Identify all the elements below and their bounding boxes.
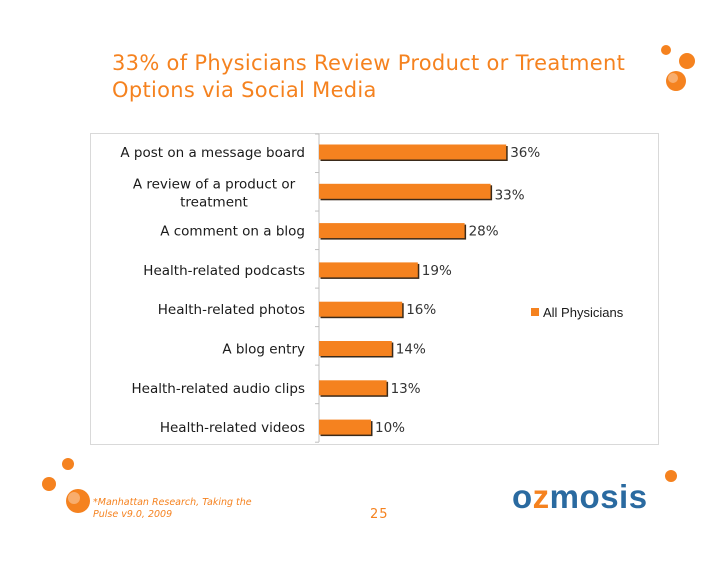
category-label-0: A post on a message board <box>120 145 305 161</box>
value-label-0: 36% <box>510 145 540 161</box>
category-label-3: Health-related podcasts <box>143 263 305 279</box>
legend-swatch <box>531 308 539 316</box>
value-label-6: 13% <box>391 381 421 397</box>
slide-title-line-1: 33% of Physicians Review Product or Trea… <box>112 51 626 75</box>
footnote-line-1: *Manhattan Research, Taking the <box>93 497 252 508</box>
decor-dot-highlight <box>668 73 678 83</box>
bar-7 <box>319 419 371 435</box>
bar-3 <box>319 262 418 278</box>
bar-5 <box>319 341 392 356</box>
source-footnote: *Manhattan Research, Taking the Pulse v9… <box>93 497 273 521</box>
chart-legend: All Physicians <box>531 305 624 320</box>
decor-dot <box>679 53 695 69</box>
bar-2 <box>319 223 465 239</box>
logo-dot-icon <box>665 470 677 482</box>
value-label-5: 14% <box>396 342 426 358</box>
value-label-7: 10% <box>375 420 405 436</box>
logo-wordmark: ozmosis <box>512 478 648 515</box>
decor-dot <box>42 477 56 491</box>
value-label-3: 19% <box>422 263 452 279</box>
decor-dot <box>62 458 74 470</box>
value-label-2: 28% <box>469 224 499 240</box>
footnote-line-2: Pulse v9.0, 2009 <box>93 509 173 520</box>
page-number: 25 <box>370 507 389 522</box>
category-label-5: A blog entry <box>222 342 305 358</box>
decor-dot <box>661 45 671 55</box>
horizontal-bar-chart: A post on a message board A review of a p… <box>120 133 624 443</box>
category-label-6: Health-related audio clips <box>132 381 305 397</box>
decor-dot <box>666 71 686 91</box>
category-label-7: Health-related videos <box>160 420 305 436</box>
decorative-dots-bottom-left <box>42 458 90 513</box>
category-label-2: A comment on a blog <box>160 224 305 240</box>
value-label-4: 16% <box>406 302 436 318</box>
category-label-1: A review of a product or treatment <box>133 176 296 210</box>
decor-dot <box>66 489 90 513</box>
decorative-dots-top-right <box>661 45 695 91</box>
value-label-1: 33% <box>495 187 525 203</box>
legend-label: All Physicians <box>543 305 624 320</box>
category-label-4: Health-related photos <box>158 302 305 318</box>
slide-title-line-2: Options via Social Media <box>112 78 377 102</box>
slide-title: 33% of Physicians Review Product or Trea… <box>112 50 672 104</box>
decor-dot-highlight <box>68 492 80 504</box>
ozmosis-logo: ozmosis <box>512 478 648 516</box>
bar-0 <box>319 144 507 160</box>
bar-1 <box>319 183 491 199</box>
bar-4 <box>319 301 403 317</box>
bar-6 <box>319 380 387 396</box>
